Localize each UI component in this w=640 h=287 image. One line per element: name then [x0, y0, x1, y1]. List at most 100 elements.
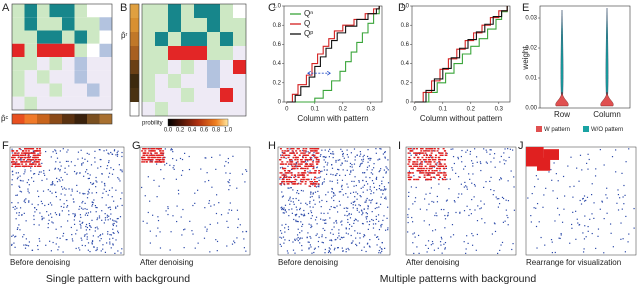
noise-dot [340, 186, 343, 188]
noise-dot [15, 218, 17, 220]
pattern-dot [408, 161, 411, 163]
noise-dot [215, 212, 218, 215]
noise-dot [605, 194, 607, 196]
noise-dot [331, 180, 333, 183]
noise-dot [431, 240, 434, 243]
pattern-dot [285, 181, 288, 183]
pattern-dot [430, 165, 433, 167]
noise-dot [166, 162, 168, 165]
noise-dot [383, 215, 385, 217]
noise-dot [353, 201, 355, 203]
noise-dot [554, 251, 556, 254]
noise-dot [558, 214, 561, 216]
noise-dot [507, 200, 510, 202]
pattern-dot [426, 150, 429, 152]
noise-dot [236, 237, 238, 239]
noise-dot [106, 214, 108, 216]
noise-dot [43, 217, 45, 219]
noise-dot [325, 237, 327, 239]
noise-dot [322, 227, 324, 230]
noise-dot [24, 169, 26, 171]
pattern-dot [13, 156, 16, 159]
pattern-dot [150, 148, 153, 150]
noise-dot [366, 213, 369, 215]
noise-dot [436, 201, 439, 203]
pattern-dot [407, 152, 410, 154]
noise-dot [17, 172, 19, 174]
pattern-dot [298, 154, 301, 156]
noise-dot [439, 162, 441, 164]
noise-dot [102, 244, 104, 246]
pattern-dot [25, 148, 28, 150]
pattern-dot [288, 176, 291, 178]
noise-dot [471, 160, 473, 162]
pattern-dot [287, 170, 290, 172]
noise-dot [384, 151, 386, 154]
pattern-dot [11, 156, 14, 159]
noise-dot [414, 236, 416, 238]
noise-dot [561, 221, 564, 223]
noise-dot [208, 202, 210, 204]
noise-dot [197, 189, 199, 191]
pattern-dot [13, 163, 16, 165]
noise-dot [295, 197, 297, 200]
noise-dot [350, 242, 353, 244]
noise-dot [363, 208, 365, 210]
pattern-dot [33, 152, 36, 154]
noise-dot [612, 246, 614, 248]
group-title: Multiple patterns with background [380, 273, 537, 285]
pattern-dot [315, 163, 318, 165]
noise-dot [382, 193, 384, 195]
pattern-dot [302, 152, 305, 154]
noise-dot [31, 203, 33, 205]
noise-dot [92, 182, 95, 184]
noise-dot [110, 151, 112, 154]
pattern-dot [288, 170, 291, 172]
pattern-dot [284, 150, 287, 152]
noise-dot [20, 180, 22, 182]
axes-frame [283, 5, 383, 103]
pc-cell [12, 114, 25, 124]
pattern-dot [414, 165, 417, 167]
pattern-dot [299, 150, 302, 152]
noise-dot [570, 156, 572, 158]
pattern-dot [308, 159, 311, 161]
noise-dot [288, 199, 290, 201]
pr-label: p̂ʳ [121, 31, 127, 40]
noise-dot [472, 162, 474, 164]
noise-dot [33, 218, 35, 221]
pattern-dot [424, 165, 427, 167]
heatmap-cell [37, 17, 50, 31]
noise-dot [301, 225, 303, 227]
noise-dot [323, 219, 326, 221]
pattern-dot [437, 172, 440, 174]
noise-dot [318, 186, 320, 188]
noise-dot [52, 222, 54, 224]
noise-dot [502, 221, 505, 223]
noise-dot [368, 199, 370, 201]
noise-dot [296, 209, 298, 211]
noise-dot [341, 162, 343, 164]
pattern-dot [430, 172, 433, 174]
noise-dot [86, 160, 89, 162]
noise-dot [367, 205, 369, 207]
noise-dot [475, 249, 477, 251]
pattern-dot [158, 148, 161, 150]
pattern-dot [19, 154, 22, 156]
pr-cell [130, 102, 139, 116]
noise-dot [603, 252, 605, 254]
pattern-dot [11, 150, 14, 152]
noise-dot [49, 202, 52, 204]
heatmap-cell [220, 60, 233, 74]
noise-dot [338, 235, 340, 237]
noise-dot [47, 223, 49, 225]
noise-dot [311, 252, 313, 254]
noise-dot [37, 248, 39, 251]
noise-dot [243, 247, 245, 249]
noise-dot [86, 238, 88, 240]
noise-dot [19, 179, 22, 182]
pattern-dot [418, 165, 421, 167]
heatmap-cell [74, 17, 87, 31]
noise-dot [71, 238, 73, 240]
noise-dot [338, 229, 340, 231]
